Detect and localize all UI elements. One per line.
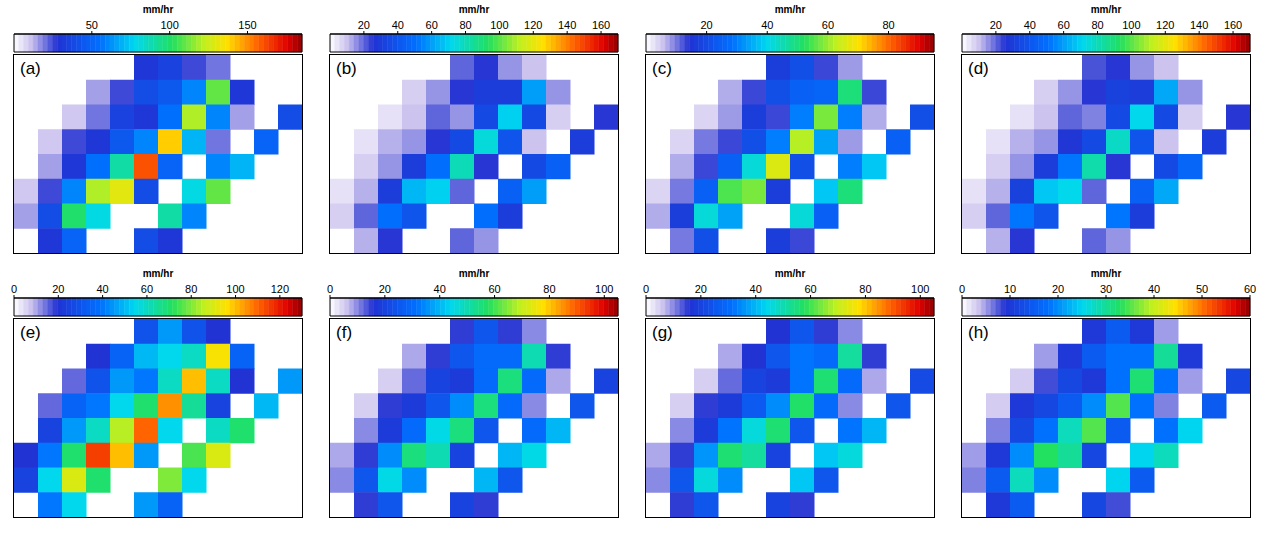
svg-text:20: 20 bbox=[695, 283, 707, 295]
svg-text:0: 0 bbox=[11, 283, 17, 295]
svg-text:80: 80 bbox=[859, 283, 871, 295]
svg-text:100: 100 bbox=[595, 283, 613, 295]
svg-text:140: 140 bbox=[558, 19, 576, 31]
svg-text:100: 100 bbox=[911, 283, 929, 295]
svg-text:20: 20 bbox=[358, 19, 370, 31]
svg-text:40: 40 bbox=[392, 19, 404, 31]
svg-text:0: 0 bbox=[959, 283, 965, 295]
svg-text:40: 40 bbox=[1148, 283, 1160, 295]
html-text:mm/hr: mm/hr bbox=[142, 4, 174, 15]
svg-text:80: 80 bbox=[882, 19, 894, 31]
html-text:mm/hr: mm/hr bbox=[1090, 268, 1122, 279]
svg-text:60: 60 bbox=[1244, 283, 1256, 295]
html-text:(b): (b) bbox=[336, 59, 357, 78]
svg-text:100: 100 bbox=[160, 19, 178, 31]
svg-text:160: 160 bbox=[592, 19, 610, 31]
svg-text:80: 80 bbox=[1091, 19, 1103, 31]
svg-text:60: 60 bbox=[426, 19, 438, 31]
html-text:mm/hr: mm/hr bbox=[458, 268, 490, 279]
svg-text:160: 160 bbox=[1224, 19, 1242, 31]
svg-text:30: 30 bbox=[1100, 283, 1112, 295]
svg-text:80: 80 bbox=[185, 283, 197, 295]
svg-text:50: 50 bbox=[86, 19, 98, 31]
svg-text:50: 50 bbox=[1196, 283, 1208, 295]
svg-text:10: 10 bbox=[1004, 283, 1016, 295]
svg-text:100: 100 bbox=[490, 19, 508, 31]
html-text:mm/hr: mm/hr bbox=[774, 4, 806, 15]
html-text:(c): (c) bbox=[652, 59, 672, 78]
svg-text:80: 80 bbox=[459, 19, 471, 31]
html-text:(g): (g) bbox=[652, 323, 673, 342]
html-text:mm/hr: mm/hr bbox=[458, 4, 490, 15]
svg-text:60: 60 bbox=[488, 283, 500, 295]
svg-text:20: 20 bbox=[990, 19, 1002, 31]
html-text:(a): (a) bbox=[20, 59, 41, 78]
svg-text:0: 0 bbox=[327, 283, 333, 295]
svg-text:60: 60 bbox=[1058, 19, 1070, 31]
html-text:mm/hr: mm/hr bbox=[142, 268, 174, 279]
svg-text:40: 40 bbox=[1024, 19, 1036, 31]
html-text:mm/hr: mm/hr bbox=[774, 268, 806, 279]
svg-text:40: 40 bbox=[750, 283, 762, 295]
svg-text:100: 100 bbox=[226, 283, 244, 295]
svg-text:40: 40 bbox=[761, 19, 773, 31]
svg-text:100: 100 bbox=[1122, 19, 1140, 31]
svg-text:20: 20 bbox=[379, 283, 391, 295]
html-text:mm/hr: mm/hr bbox=[1090, 4, 1122, 15]
svg-text:60: 60 bbox=[822, 19, 834, 31]
svg-text:40: 40 bbox=[434, 283, 446, 295]
svg-text:140: 140 bbox=[1190, 19, 1208, 31]
html-text:(f): (f) bbox=[336, 323, 352, 342]
svg-text:60: 60 bbox=[141, 283, 153, 295]
svg-text:20: 20 bbox=[52, 283, 64, 295]
html-text:(d): (d) bbox=[968, 59, 989, 78]
svg-text:0: 0 bbox=[643, 283, 649, 295]
svg-text:80: 80 bbox=[543, 283, 555, 295]
svg-text:40: 40 bbox=[96, 283, 108, 295]
svg-text:150: 150 bbox=[238, 19, 256, 31]
svg-text:120: 120 bbox=[524, 19, 542, 31]
svg-text:60: 60 bbox=[804, 283, 816, 295]
svg-text:20: 20 bbox=[1052, 283, 1064, 295]
svg-text:120: 120 bbox=[271, 283, 289, 295]
svg-text:20: 20 bbox=[701, 19, 713, 31]
svg-text:120: 120 bbox=[1156, 19, 1174, 31]
html-text:(e): (e) bbox=[20, 323, 41, 342]
html-text:(h): (h) bbox=[968, 323, 989, 342]
